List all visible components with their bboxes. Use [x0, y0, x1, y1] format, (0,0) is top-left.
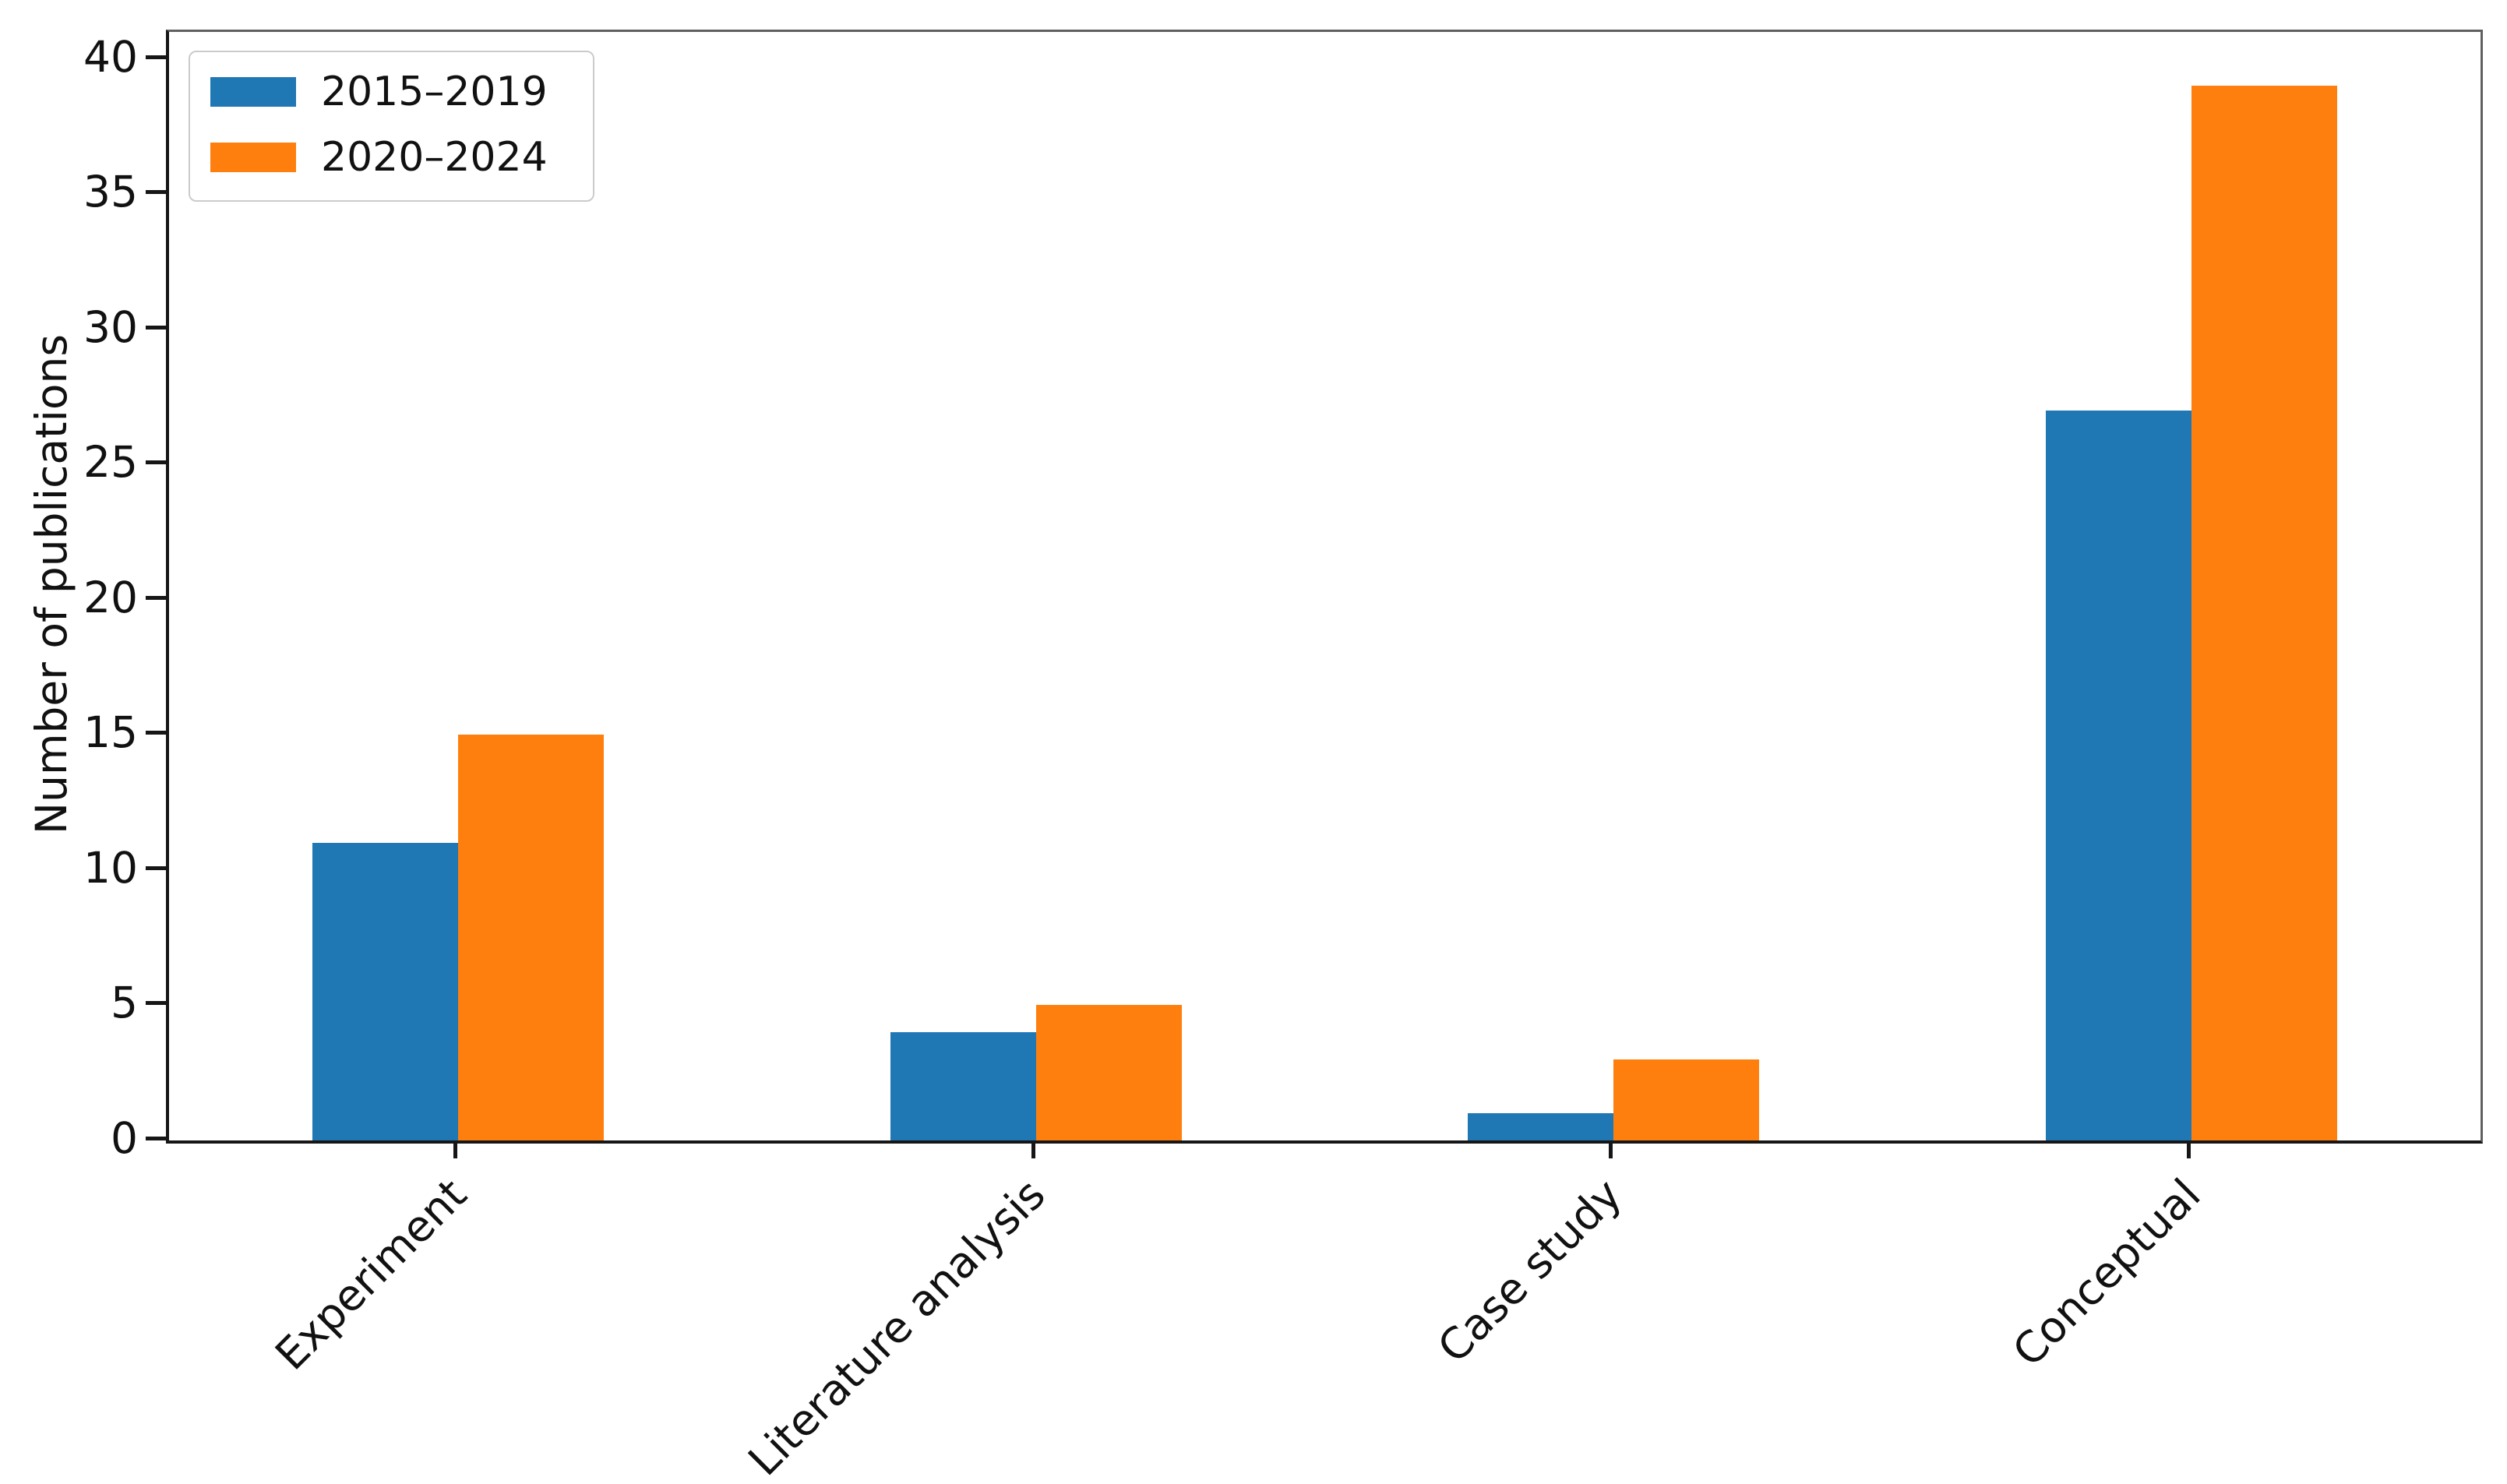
legend-label-2015-2019: 2015–2019 — [321, 69, 548, 115]
y-tick-label-0: 0 — [111, 1113, 138, 1163]
y-tick-mark — [146, 55, 166, 59]
y-tick-label-30: 30 — [83, 302, 138, 352]
y-tick-mark — [146, 460, 166, 464]
legend: 2015–2019 2020–2024 — [189, 51, 594, 202]
bar-case-study-2020-2024 — [1613, 1059, 1759, 1140]
y-tick-label-40: 40 — [83, 32, 138, 82]
bar-conceptual-2020-2024 — [2191, 86, 2337, 1140]
y-tick-label-5: 5 — [111, 978, 138, 1028]
y-tick-mark — [146, 1137, 166, 1140]
bar-literature-analysis-2015-2019 — [890, 1032, 1036, 1140]
x-tick-mark — [2187, 1141, 2191, 1158]
y-tick-mark — [146, 1001, 166, 1005]
bar-experiment-2020-2024 — [458, 735, 604, 1140]
y-tick-mark — [146, 326, 166, 330]
legend-swatch-2015-2019 — [210, 77, 296, 107]
x-tick-mark — [1609, 1141, 1613, 1158]
legend-item-2015-2019: 2015–2019 — [210, 69, 548, 115]
y-tick-label-35: 35 — [83, 167, 138, 217]
x-tick-label-literature-analysis: Literature analysis — [738, 1169, 1055, 1484]
y-tick-mark — [146, 596, 166, 600]
y-tick-mark — [146, 731, 166, 735]
bar-literature-analysis-2020-2024 — [1036, 1005, 1182, 1140]
y-tick-label-10: 10 — [83, 843, 138, 893]
y-tick-label-15: 15 — [83, 707, 138, 757]
y-tick-mark — [146, 190, 166, 194]
legend-item-2020-2024: 2020–2024 — [210, 135, 548, 180]
x-tick-mark — [453, 1141, 457, 1158]
bar-conceptual-2015-2019 — [2046, 411, 2191, 1140]
bar-case-study-2015-2019 — [1468, 1113, 1613, 1140]
x-tick-label-experiment: Experiment — [266, 1169, 477, 1380]
legend-swatch-2020-2024 — [210, 143, 296, 172]
x-tick-label-case-study: Case study — [1428, 1169, 1632, 1373]
y-tick-mark — [146, 866, 166, 870]
plot-area: 2015–2019 2020–2024 — [166, 30, 2483, 1144]
bar-experiment-2015-2019 — [312, 843, 458, 1140]
y-tick-label-25: 25 — [83, 437, 138, 487]
x-tick-label-conceptual: Conceptual — [2002, 1169, 2210, 1376]
y-tick-label-20: 20 — [83, 573, 138, 622]
legend-label-2020-2024: 2020–2024 — [321, 134, 548, 181]
x-tick-mark — [1031, 1141, 1035, 1158]
